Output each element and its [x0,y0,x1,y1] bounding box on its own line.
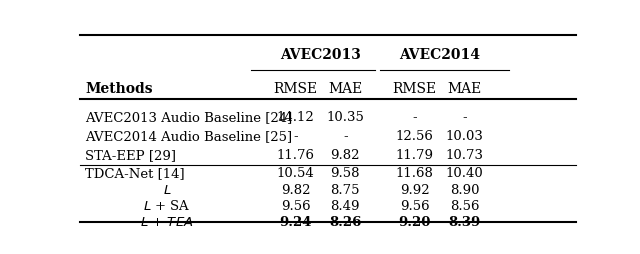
Text: 8.56: 8.56 [450,199,479,212]
Text: AVEC2014: AVEC2014 [399,48,480,62]
Text: AVEC2013: AVEC2013 [280,48,361,62]
Text: 11.76: 11.76 [276,148,315,161]
Text: 11.68: 11.68 [396,167,434,180]
Text: 10.54: 10.54 [277,167,315,180]
Text: 8.26: 8.26 [329,215,362,228]
Text: 9.56: 9.56 [281,199,310,212]
Text: 14.12: 14.12 [277,111,315,124]
Text: RMSE: RMSE [393,81,437,95]
Text: 9.24: 9.24 [280,215,312,228]
Text: $L$ + $\mathit{TEA}$: $L$ + $\mathit{TEA}$ [140,215,193,228]
Text: MAE: MAE [328,81,362,95]
Text: 8.49: 8.49 [331,199,360,212]
Text: RMSE: RMSE [274,81,318,95]
Text: -: - [413,111,417,124]
Text: -: - [294,130,298,142]
Text: 9.82: 9.82 [281,183,310,196]
Text: 10.35: 10.35 [326,111,364,124]
Text: $L$: $L$ [163,183,171,196]
Text: 10.03: 10.03 [445,130,483,142]
Text: Methods: Methods [85,81,152,95]
Text: 10.73: 10.73 [445,148,483,161]
Text: 12.56: 12.56 [396,130,434,142]
Text: TDCA-Net [14]: TDCA-Net [14] [85,167,184,180]
Text: 10.40: 10.40 [445,167,483,180]
Text: AVEC2014 Audio Baseline [25]: AVEC2014 Audio Baseline [25] [85,130,292,142]
Text: 9.56: 9.56 [400,199,429,212]
Text: 11.79: 11.79 [396,148,434,161]
Text: AVEC2013 Audio Baseline [24]: AVEC2013 Audio Baseline [24] [85,111,292,124]
Text: 8.90: 8.90 [450,183,479,196]
Text: 9.20: 9.20 [399,215,431,228]
Text: 8.39: 8.39 [448,215,481,228]
Text: 9.92: 9.92 [400,183,429,196]
Text: STA-EEP [29]: STA-EEP [29] [85,148,176,161]
Text: -: - [343,130,348,142]
Text: $L$ + SA: $L$ + SA [143,199,191,213]
Text: -: - [462,111,467,124]
Text: 8.75: 8.75 [331,183,360,196]
Text: MAE: MAE [447,81,481,95]
Text: 9.58: 9.58 [331,167,360,180]
Text: 9.82: 9.82 [331,148,360,161]
